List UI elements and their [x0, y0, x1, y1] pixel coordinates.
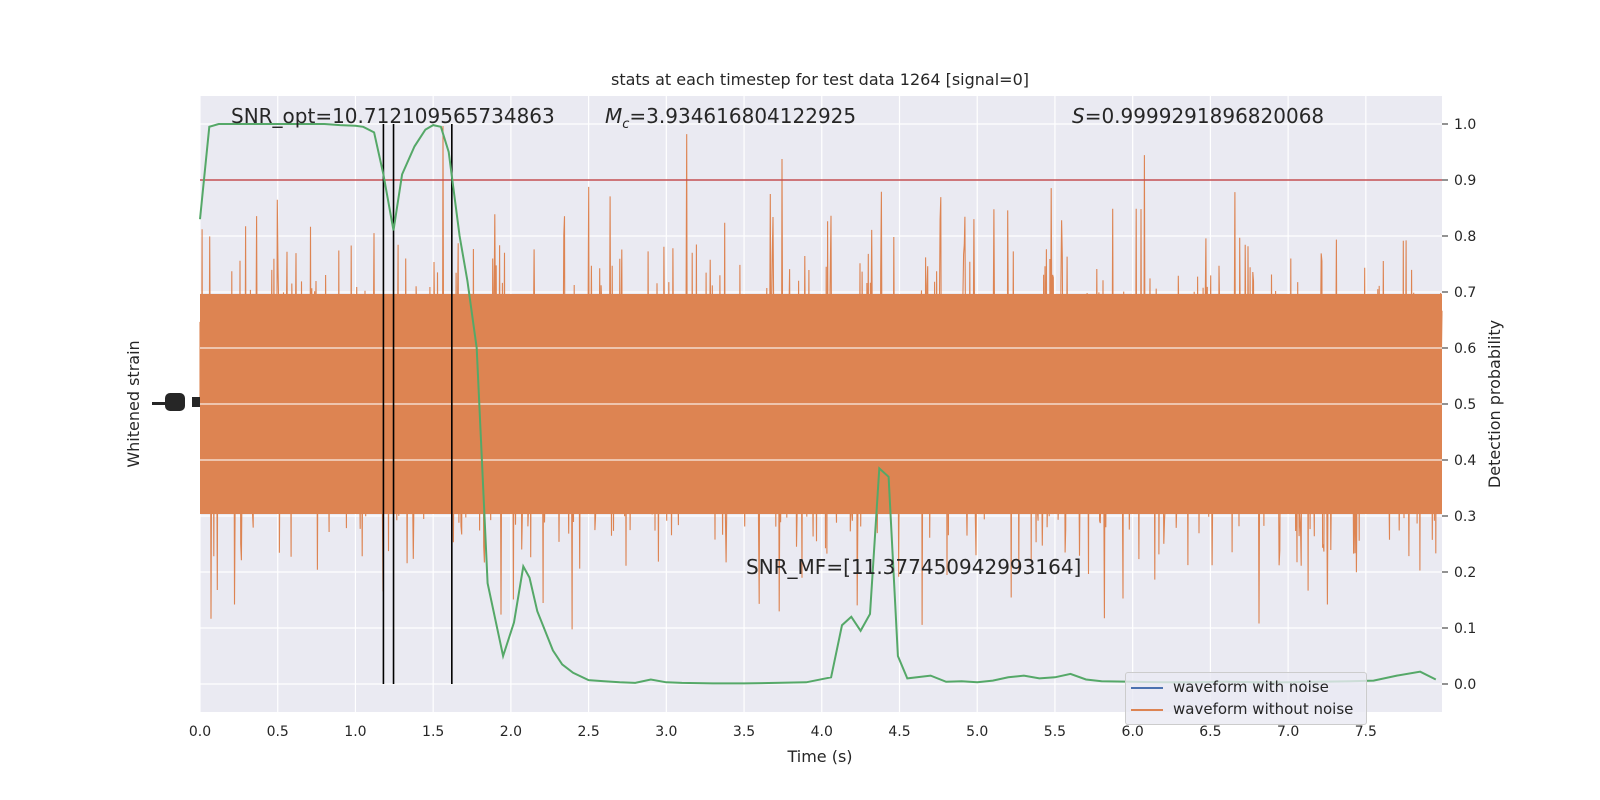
x-tick-label: 3.0	[655, 724, 677, 740]
x-tick-label: 0.5	[267, 724, 289, 740]
chirp-mass-subscript: c	[622, 117, 630, 132]
y-tick-label: 0.4	[1454, 453, 1476, 469]
y-tick-label: 1.0	[1454, 117, 1476, 133]
y-tick-label: 0.8	[1454, 229, 1476, 245]
y-axis-label-right: Detection probability	[1485, 320, 1504, 488]
left-tick-stub	[152, 402, 166, 405]
left-tick-blob	[165, 393, 185, 411]
left-axis-tick-cluster	[152, 393, 200, 411]
legend-swatch-with-noise	[1131, 686, 1163, 689]
s-symbol: S	[1072, 104, 1085, 128]
x-ticks: 0.0 0.5 1.0 1.5 2.0 2.5 3.0 3.5 4.0 4.5 5.0 5.5 6.0 6…	[189, 724, 1377, 740]
x-tick-label: 5.0	[966, 724, 988, 740]
y-tick-label: 0.2	[1454, 565, 1476, 581]
x-tick-label: 4.5	[888, 724, 910, 740]
noise-series	[199, 125, 1443, 630]
legend-label-without-noise: waveform without noise	[1173, 700, 1354, 718]
y-tick-label: 0.3	[1454, 509, 1476, 525]
y-tick-label: 0.7	[1454, 285, 1476, 301]
x-tick-label: 6.0	[1122, 724, 1144, 740]
x-tick-label: 7.0	[1277, 724, 1299, 740]
x-axis-label: Time (s)	[786, 747, 852, 766]
legend-swatch-without-noise	[1131, 708, 1163, 711]
x-tick-label: 3.5	[733, 724, 755, 740]
x-tick-label: 4.0	[811, 724, 833, 740]
y-tick-label: 0.9	[1454, 173, 1476, 189]
s-annotation: S=0.9999291896820068	[1072, 104, 1324, 128]
x-tick-label: 5.5	[1044, 724, 1066, 740]
chart-title: stats at each timestep for test data 126…	[610, 70, 1029, 89]
event-lines	[382, 124, 453, 684]
chirp-mass-symbol: M	[605, 104, 623, 128]
legend-item-without-noise: waveform without noise	[1131, 700, 1353, 720]
snr-opt-annotation: SNR_opt=10.712109565734863	[231, 104, 555, 128]
x-tick-label: 6.5	[1199, 724, 1221, 740]
left-tick-mark	[192, 397, 200, 407]
y-ticks-right: 0.0 0.1 0.2 0.3 0.4 0.5 0.6 0.7 0.8 0.9 1.0	[1442, 117, 1476, 693]
x-tick-label: 1.5	[422, 724, 444, 740]
snr-mf-annotation: SNR_MF=[11.377450942993164]	[746, 555, 1082, 579]
y-tick-label: 0.1	[1454, 621, 1476, 637]
probability-series	[199, 123, 1437, 685]
s-value: =0.9999291896820068	[1084, 104, 1325, 128]
x-tick-label: 7.5	[1355, 724, 1377, 740]
y-tick-label: 0.0	[1454, 677, 1476, 693]
x-tick-label: 2.5	[577, 724, 599, 740]
x-tick-label: 2.0	[500, 724, 522, 740]
probability-line	[199, 123, 1437, 685]
y-axis-label-left: Whitened strain	[124, 340, 143, 467]
y-tick-label: 0.5	[1454, 397, 1476, 413]
x-tick-label: 1.0	[344, 724, 366, 740]
chirp-mass-annotation: Mc=3.934616804122925	[605, 104, 856, 132]
chirp-mass-value: =3.934616804122925	[629, 104, 857, 128]
x-tick-label: 0.0	[189, 724, 211, 740]
legend: waveform with noise waveform without noi…	[1125, 672, 1367, 725]
y-tick-label: 0.6	[1454, 341, 1476, 357]
legend-item-with-noise: waveform with noise	[1131, 678, 1329, 698]
legend-label-with-noise: waveform with noise	[1173, 678, 1329, 696]
